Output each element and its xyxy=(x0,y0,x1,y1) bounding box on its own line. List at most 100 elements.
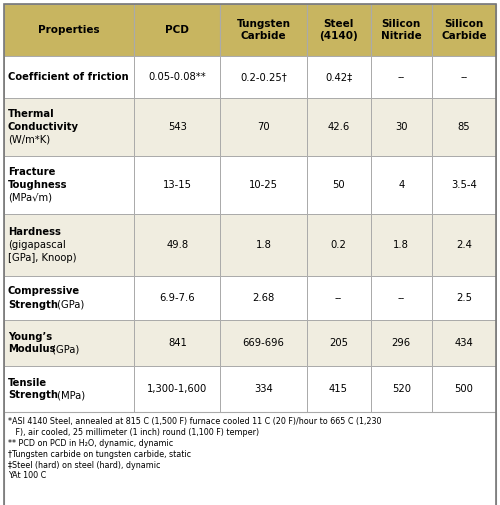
Bar xyxy=(4,320,134,366)
Bar xyxy=(306,320,370,366)
Bar xyxy=(370,4,432,56)
Text: 415: 415 xyxy=(329,384,348,394)
Text: (GPa): (GPa) xyxy=(48,344,79,355)
Text: 1.8: 1.8 xyxy=(394,240,409,250)
Bar xyxy=(370,366,432,412)
Text: 6.9-7.6: 6.9-7.6 xyxy=(160,293,195,303)
Bar xyxy=(370,156,432,214)
Bar xyxy=(306,56,370,98)
Text: 2.68: 2.68 xyxy=(252,293,274,303)
Text: ** PCD on PCD in H₂O, dynamic, dynamic: ** PCD on PCD in H₂O, dynamic, dynamic xyxy=(8,439,173,448)
Text: 2.4: 2.4 xyxy=(456,240,472,250)
Bar xyxy=(220,56,306,98)
Bar xyxy=(220,276,306,320)
Text: Silicon
Nitride: Silicon Nitride xyxy=(381,19,422,41)
Bar xyxy=(4,4,134,56)
Text: 520: 520 xyxy=(392,384,411,394)
Text: Strength: Strength xyxy=(8,299,58,310)
Text: 1,300-1,600: 1,300-1,600 xyxy=(148,384,208,394)
Text: 1.8: 1.8 xyxy=(256,240,272,250)
Text: Young’s: Young’s xyxy=(8,331,52,341)
Bar xyxy=(220,98,306,156)
Text: 70: 70 xyxy=(257,122,270,132)
Bar xyxy=(432,156,496,214)
Bar xyxy=(370,56,432,98)
Text: (GPa): (GPa) xyxy=(54,299,84,310)
Bar xyxy=(4,366,134,412)
Text: Modulus: Modulus xyxy=(8,344,56,355)
Text: 0.42‡: 0.42‡ xyxy=(325,72,352,82)
Text: 669-696: 669-696 xyxy=(242,338,284,348)
Text: YAt 100 C: YAt 100 C xyxy=(8,471,46,480)
Text: 0.2-0.25†: 0.2-0.25† xyxy=(240,72,287,82)
Text: Properties: Properties xyxy=(38,25,100,35)
Bar xyxy=(4,156,134,214)
Bar xyxy=(134,320,220,366)
Bar xyxy=(134,56,220,98)
Bar xyxy=(432,56,496,98)
Text: Tungsten
Carbide: Tungsten Carbide xyxy=(236,19,290,41)
Bar xyxy=(306,214,370,276)
Text: (W/m*K): (W/m*K) xyxy=(8,135,50,145)
Bar xyxy=(4,412,496,505)
Text: 2.5: 2.5 xyxy=(456,293,472,303)
Text: Compressive: Compressive xyxy=(8,286,80,296)
Bar xyxy=(220,4,306,56)
Bar xyxy=(220,214,306,276)
Bar xyxy=(134,4,220,56)
Bar xyxy=(4,98,134,156)
Text: 296: 296 xyxy=(392,338,411,348)
Bar xyxy=(370,320,432,366)
Text: 334: 334 xyxy=(254,384,273,394)
Text: Conductivity: Conductivity xyxy=(8,122,79,132)
Text: (MPa): (MPa) xyxy=(54,390,86,400)
Bar xyxy=(370,98,432,156)
Text: Steel
(4140): Steel (4140) xyxy=(319,19,358,41)
Text: --: -- xyxy=(460,72,468,82)
Text: †Tungsten carbide on tungsten carbide, static: †Tungsten carbide on tungsten carbide, s… xyxy=(8,449,191,459)
Text: [GPa], Knoop): [GPa], Knoop) xyxy=(8,253,76,263)
Bar xyxy=(306,276,370,320)
Bar xyxy=(134,214,220,276)
Text: 434: 434 xyxy=(454,338,473,348)
Text: (gigapascal: (gigapascal xyxy=(8,240,66,250)
Bar xyxy=(370,214,432,276)
Text: PCD: PCD xyxy=(166,25,190,35)
Bar xyxy=(4,214,134,276)
Text: Hardness: Hardness xyxy=(8,227,61,237)
Bar xyxy=(4,56,134,98)
Text: F), air cooled, 25 millimeter (1 inch) round (1,100 F) temper): F), air cooled, 25 millimeter (1 inch) r… xyxy=(8,428,259,437)
Bar xyxy=(432,276,496,320)
Bar xyxy=(432,4,496,56)
Bar xyxy=(134,98,220,156)
Text: Coefficient of friction: Coefficient of friction xyxy=(8,72,128,82)
Text: 3.5-4: 3.5-4 xyxy=(451,180,477,190)
Text: 50: 50 xyxy=(332,180,345,190)
Bar xyxy=(306,98,370,156)
Text: ‡Steel (hard) on steel (hard), dynamic: ‡Steel (hard) on steel (hard), dynamic xyxy=(8,461,160,470)
Text: Tensile: Tensile xyxy=(8,378,47,387)
Bar xyxy=(4,276,134,320)
Bar xyxy=(134,156,220,214)
Text: 500: 500 xyxy=(454,384,473,394)
Text: Silicon
Carbide: Silicon Carbide xyxy=(441,19,487,41)
Bar xyxy=(432,366,496,412)
Text: (MPa√m): (MPa√m) xyxy=(8,193,52,203)
Text: --: -- xyxy=(398,293,405,303)
Bar xyxy=(432,214,496,276)
Bar xyxy=(370,276,432,320)
Bar xyxy=(134,366,220,412)
Text: --: -- xyxy=(398,72,405,82)
Bar xyxy=(306,4,370,56)
Bar xyxy=(432,98,496,156)
Text: 841: 841 xyxy=(168,338,187,348)
Text: 205: 205 xyxy=(329,338,348,348)
Text: 42.6: 42.6 xyxy=(328,122,349,132)
Bar xyxy=(432,320,496,366)
Bar xyxy=(306,366,370,412)
Text: 10-25: 10-25 xyxy=(249,180,278,190)
Bar xyxy=(220,156,306,214)
Text: 30: 30 xyxy=(395,122,407,132)
Text: 13-15: 13-15 xyxy=(163,180,192,190)
Bar xyxy=(306,156,370,214)
